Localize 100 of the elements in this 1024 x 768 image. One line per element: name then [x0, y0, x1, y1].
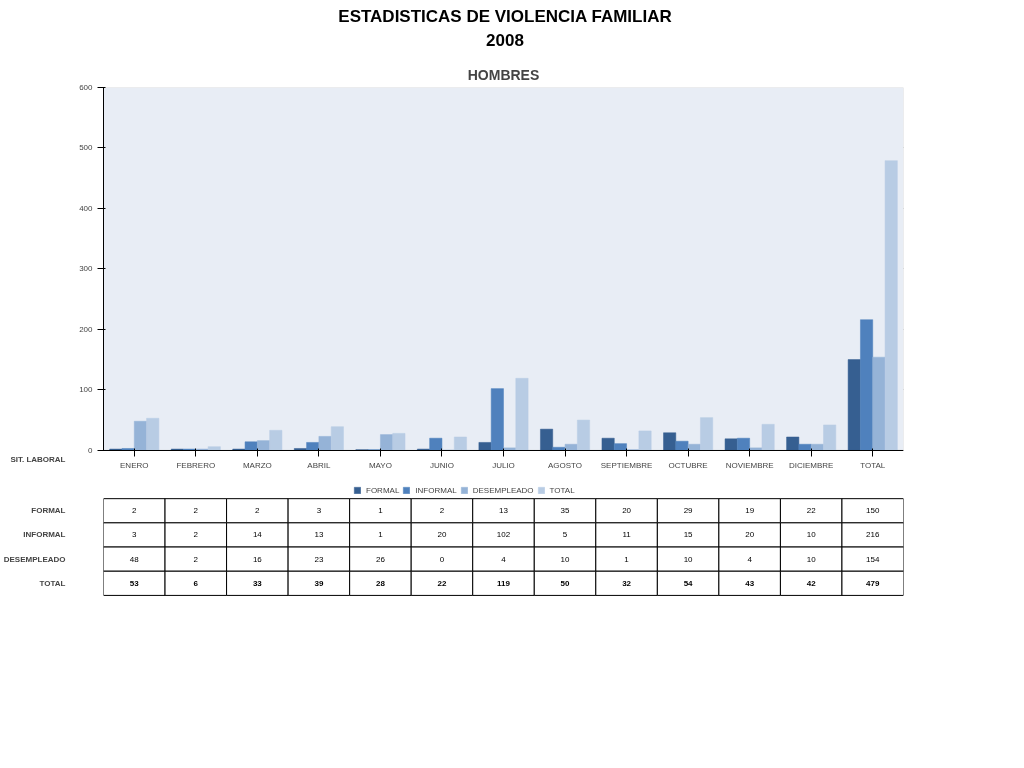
data-label: 2	[193, 505, 199, 515]
x-tick-label: NOVIEMBRE	[725, 460, 774, 470]
data-label: 42	[806, 578, 817, 588]
data-label: 20	[437, 530, 447, 539]
data-label: 2	[255, 505, 261, 515]
data-label: 2	[193, 530, 199, 539]
data-label: 11	[622, 530, 632, 539]
bar	[306, 441, 320, 451]
bar	[663, 432, 677, 451]
bar	[860, 319, 873, 451]
data-label: 10	[806, 554, 817, 564]
text: TOTAL	[39, 578, 66, 588]
data-label: 22	[437, 578, 447, 588]
data-label: 39	[314, 578, 324, 588]
data-label: 50	[560, 578, 571, 588]
x-tick-label: ABRIL	[307, 460, 331, 470]
bar	[577, 419, 590, 451]
bar	[884, 159, 898, 451]
bar	[724, 438, 738, 451]
data-label: 53	[129, 578, 140, 588]
bar	[454, 436, 467, 451]
x-tick-label: FEBRERO	[176, 460, 216, 470]
bar	[761, 423, 775, 451]
x-tick-label: SEPTIEMBRE	[600, 460, 653, 470]
data-label: 15	[683, 530, 694, 539]
y-tick-label: 0	[88, 445, 94, 455]
bar	[429, 437, 443, 451]
bar	[490, 387, 504, 451]
data-label: 1	[378, 505, 384, 515]
y-tick-label: 100	[79, 384, 94, 394]
text: DESEMPLEADO	[3, 554, 66, 564]
data-label: 48	[129, 554, 140, 564]
bar	[503, 447, 517, 451]
data-label: 22	[806, 505, 817, 515]
data-label: 216	[866, 530, 880, 539]
data-label: 479	[866, 578, 880, 588]
data-label: 119	[497, 578, 511, 588]
data-label: 54	[683, 578, 694, 588]
x-tick-label: ENERO	[120, 460, 149, 470]
legend-label: INFORMAL	[415, 485, 457, 495]
data-label: 16	[252, 554, 263, 564]
y-tick-label: 500	[79, 143, 94, 153]
x-tick-label: MARZO	[242, 460, 272, 470]
bar	[134, 420, 147, 451]
data-label: 3	[316, 505, 322, 515]
bar	[380, 433, 393, 451]
bar	[318, 435, 332, 451]
bar	[614, 442, 627, 451]
bar	[700, 416, 713, 451]
data-label: 19	[745, 505, 755, 515]
data-label: 13	[499, 505, 509, 515]
bar	[847, 358, 861, 451]
data-label: 26	[375, 554, 386, 564]
data-label: 2	[132, 505, 138, 515]
data-label: 102	[496, 530, 511, 539]
bar	[687, 443, 701, 451]
text: INFORMAL	[23, 530, 66, 539]
x-tick-label: MAYO	[368, 460, 392, 470]
bar	[638, 430, 652, 451]
bar	[330, 426, 344, 451]
x-tick-label: DICIEMBRE	[788, 460, 834, 470]
bar	[392, 432, 406, 451]
data-label: 10	[806, 530, 817, 539]
data-label: 32	[622, 578, 632, 588]
x-tick-label: JULIO	[492, 460, 515, 470]
bar	[823, 424, 837, 451]
legend-label: DESEMPLEADO	[472, 485, 534, 495]
legend-label: TOTAL	[549, 485, 575, 495]
bar	[257, 439, 270, 451]
legend-label: FORMAL	[366, 485, 400, 495]
data-label: 43	[745, 578, 755, 588]
data-label: 10	[560, 554, 571, 564]
data-label: 33	[252, 578, 263, 588]
data-label: 3	[132, 530, 138, 539]
data-label: 5	[562, 530, 568, 539]
data-label: 10	[683, 554, 694, 564]
data-label: 20	[745, 530, 755, 539]
bar	[540, 428, 553, 451]
data-label: 154	[866, 554, 880, 564]
data-label: 20	[622, 505, 632, 515]
data-label: 28	[375, 578, 386, 588]
bar	[207, 445, 221, 451]
x-tick-label: TOTAL	[860, 460, 886, 470]
data-label: 13	[314, 530, 324, 539]
y-tick-label: 400	[79, 203, 94, 213]
data-label: 1	[378, 530, 384, 539]
data-label: 4	[501, 554, 507, 564]
bar	[515, 377, 529, 451]
y-tick-label: 600	[79, 82, 94, 92]
bar	[478, 441, 492, 451]
data-label: 35	[560, 505, 571, 515]
x-tick-label: OCTUBRE	[668, 460, 708, 470]
bar	[146, 417, 160, 451]
data-label: 6	[193, 578, 199, 588]
data-label: 0	[439, 554, 445, 564]
data-label: 150	[866, 505, 880, 515]
data-label: 1	[624, 554, 630, 564]
data-label: 2	[439, 505, 445, 515]
bar	[564, 443, 578, 451]
bar	[675, 440, 689, 451]
